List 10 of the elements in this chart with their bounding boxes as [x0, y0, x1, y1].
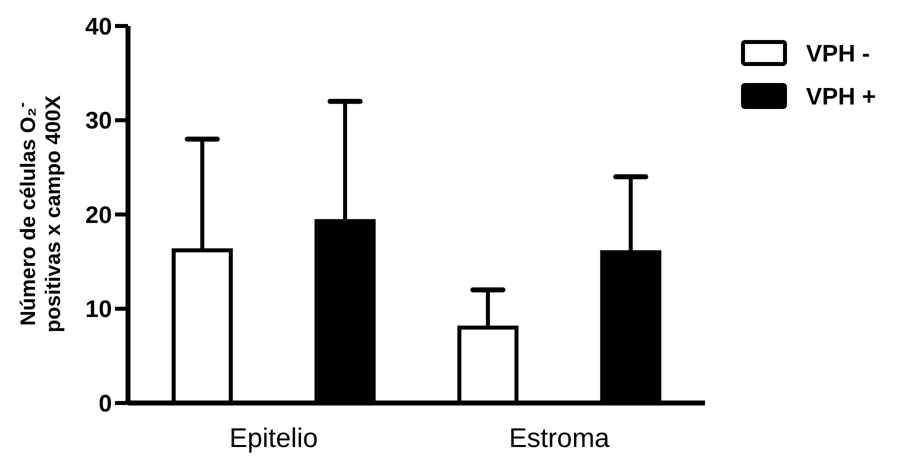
legend-label: VPH -	[806, 40, 870, 68]
y-tick-label: 40	[85, 13, 112, 40]
x-tick-label: Estroma	[509, 423, 611, 453]
legend-label: VPH +	[806, 83, 876, 110]
y-tick-label: 30	[85, 108, 112, 135]
y-tick-label: 20	[85, 202, 112, 229]
x-tick-label: Epitelio	[229, 423, 318, 453]
y-axis-title: Número de células O₂$^{-}$ positivas x campo 400X	[14, 96, 65, 332]
y-tick-label: 10	[85, 296, 112, 324]
y-tick-label: 0	[98, 390, 112, 418]
